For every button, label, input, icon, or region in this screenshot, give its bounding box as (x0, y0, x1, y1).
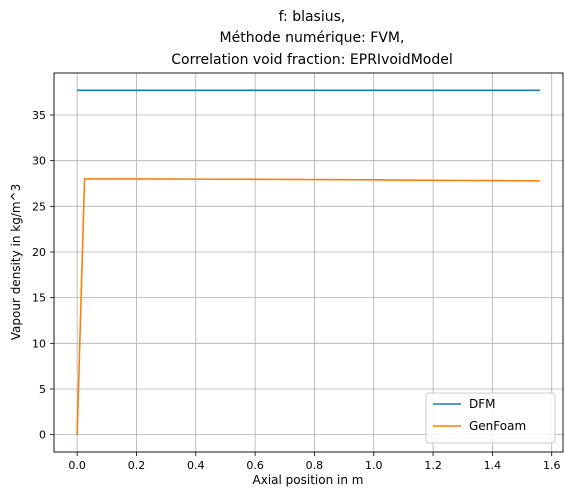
legend-label-dfm: DFM (469, 397, 496, 411)
y-tick-label: 10 (32, 337, 46, 350)
x-tick-label: 0.0 (68, 459, 86, 472)
plot-frame (53, 72, 564, 453)
x-tick-label: 1.2 (424, 459, 442, 472)
y-tick-label: 30 (32, 155, 46, 168)
series-line-genfoam (76, 178, 540, 435)
y-tick-label: 0 (39, 429, 46, 442)
x-tick-label: 0.4 (187, 459, 205, 472)
y-tick-label: 20 (32, 246, 46, 259)
y-tick-label: 35 (32, 109, 46, 122)
y-tick-label: 25 (32, 200, 46, 213)
x-tick-label: 1.0 (365, 459, 383, 472)
title-line-2: Méthode numérique: FVM, (220, 30, 405, 46)
legend-box (425, 392, 556, 444)
plot-lines (76, 89, 540, 435)
y-axis-ticks: 0 5 10 15 20 25 30 35 (32, 109, 54, 442)
grid (54, 73, 563, 452)
legend-label-genfoam: GenFoam (469, 419, 526, 433)
x-tick-label: 1.4 (484, 459, 502, 472)
y-axis-label: Vapour density in kg/m^3 (9, 184, 23, 341)
x-tick-label: 0.2 (128, 459, 146, 472)
x-tick-label: 0.6 (246, 459, 264, 472)
x-axis-label: Axial position in m (253, 473, 364, 487)
title-line-1: f: blasius, (279, 9, 346, 25)
x-tick-label: 0.8 (306, 459, 324, 472)
y-tick-label: 5 (39, 383, 46, 396)
chart-title: f: blasius, Méthode numérique: FVM, Corr… (171, 9, 452, 68)
legend: DFM GenFoam (425, 392, 556, 444)
x-tick-label: 1.6 (543, 459, 561, 472)
x-axis-ticks: 0.0 0.2 0.4 0.6 0.8 1.0 1.2 1.4 1.6 (68, 452, 560, 472)
y-tick-label: 15 (32, 292, 46, 305)
title-line-3: Correlation void fraction: EPRIvoidModel (171, 52, 452, 68)
